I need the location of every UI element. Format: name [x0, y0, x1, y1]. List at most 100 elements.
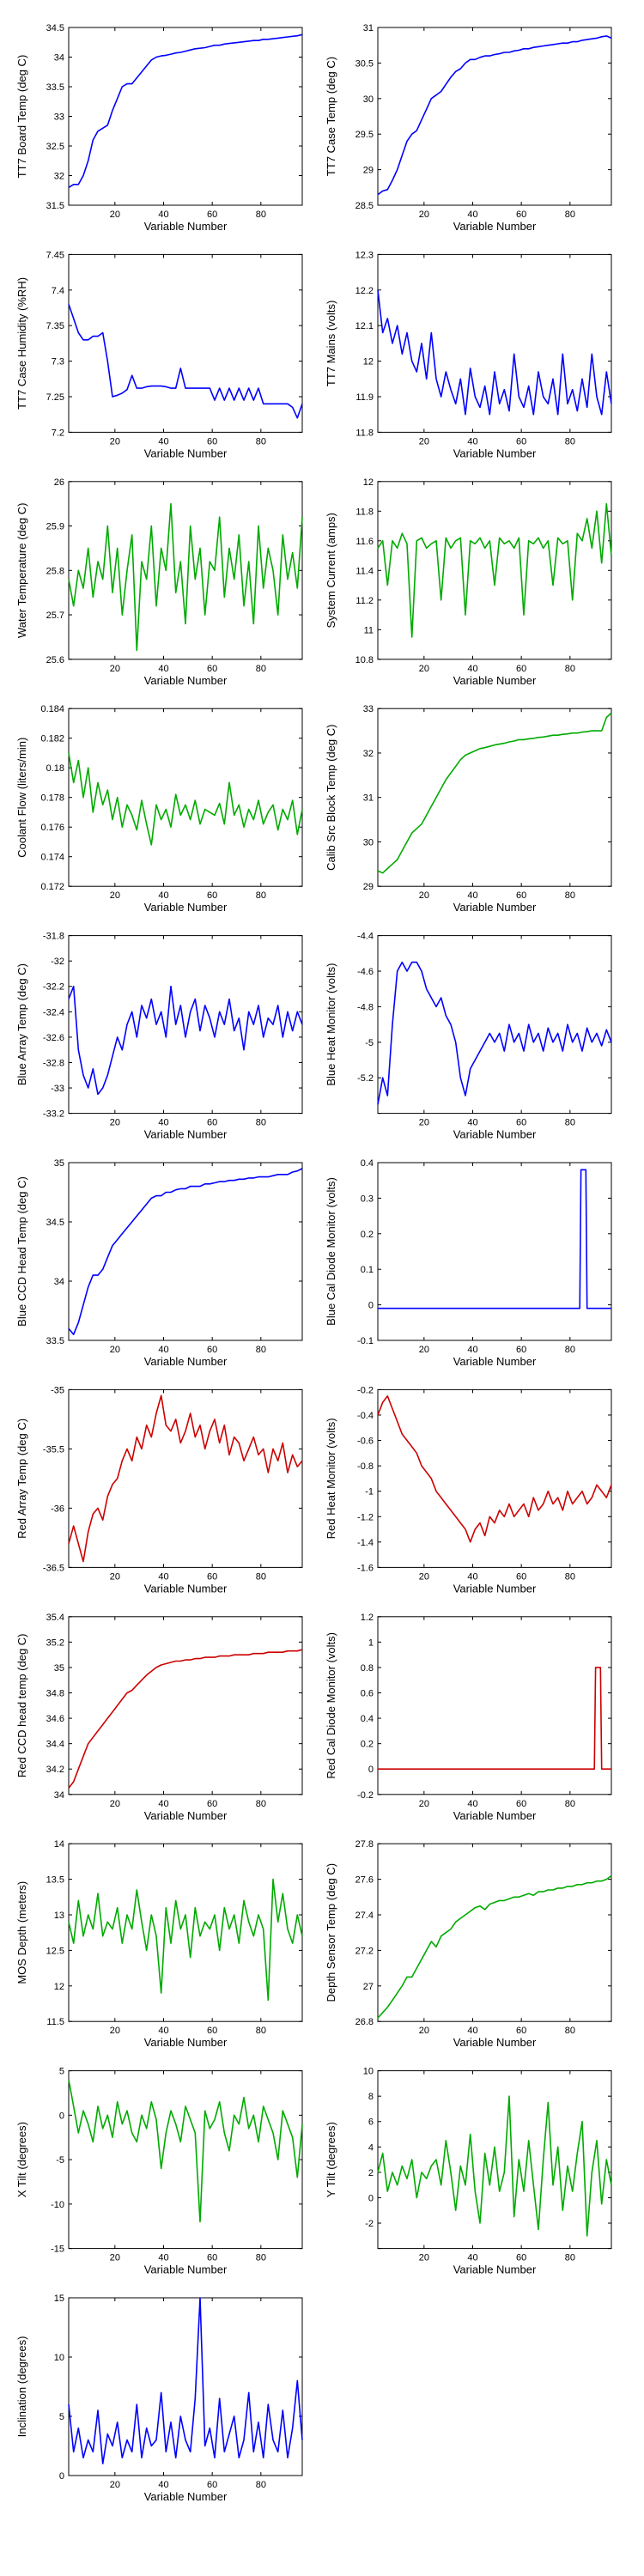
y-tick-label: 25.7 — [46, 611, 64, 621]
y-tick-label: -15 — [51, 2245, 64, 2255]
x-tick-label: 20 — [419, 2026, 429, 2036]
y-tick-label: -32.4 — [43, 1007, 64, 1018]
y-tick-label: 30.5 — [355, 58, 374, 69]
y-tick-label: 29 — [363, 166, 374, 176]
y-axis-label: Blue Heat Monitor (volts) — [325, 963, 337, 1086]
y-tick-label: 0.8 — [361, 1663, 374, 1674]
y-tick-label: 34 — [54, 53, 64, 64]
x-tick-label: 20 — [419, 210, 429, 220]
x-axis-label: Variable Number — [453, 1582, 537, 1595]
axes-box — [68, 935, 303, 1115]
axes-box — [377, 2070, 612, 2250]
y-tick-label: 0.2 — [361, 1740, 374, 1750]
y-tick-label: 26.8 — [355, 2017, 374, 2027]
y-tick-label: 29.5 — [355, 130, 374, 140]
y-tick-label: 15 — [54, 2293, 64, 2304]
x-tick-label: 60 — [207, 210, 217, 220]
y-tick-label: 0.2 — [361, 1230, 374, 1240]
y-tick-label: -0.1 — [357, 1336, 374, 1346]
series-line — [377, 1395, 612, 1543]
subplot-9: -33.2 -33 -32.8 -32.6 -32.4 -32.2 -32 -31.8 20 40… — [15, 932, 303, 1141]
y-tick-label: 0.18 — [46, 763, 64, 774]
subplot-4: 11.8 11.9 12 12.1 12.2 12.3 20 40 60 80 Variable N… — [325, 250, 612, 459]
series-line — [68, 2297, 303, 2464]
subplot-1: 31.5 32 32.5 33 33.5 34 34.5 20 40 60 80 Variable N… — [15, 23, 303, 233]
x-tick-label: 20 — [110, 1799, 120, 1809]
y-tick-label: 2 — [368, 2168, 374, 2178]
y-tick-label: 12.2 — [355, 286, 374, 296]
axes-box — [377, 253, 612, 433]
x-tick-label: 40 — [467, 1799, 477, 1809]
y-tick-label: 25.9 — [46, 522, 64, 532]
x-tick-label: 40 — [467, 2253, 477, 2263]
x-tick-label: 20 — [110, 436, 120, 447]
x-tick-label: 80 — [565, 890, 575, 901]
y-tick-label: 27.8 — [355, 1839, 374, 1850]
x-tick-label: 40 — [158, 664, 168, 674]
x-tick-label: 60 — [207, 2480, 217, 2490]
series-line — [68, 752, 303, 846]
y-tick-label: 10 — [54, 2353, 64, 2363]
x-tick-label: 40 — [467, 210, 477, 220]
y-tick-label: 0.1 — [361, 1265, 374, 1275]
axes-box — [68, 2297, 303, 2476]
x-tick-label: 20 — [419, 890, 429, 901]
x-tick-label: 80 — [565, 664, 575, 674]
x-tick-label: 80 — [565, 436, 575, 447]
y-tick-label: 11.8 — [355, 507, 374, 517]
x-tick-label: 40 — [467, 890, 477, 901]
y-tick-label: 27.4 — [355, 1911, 374, 1921]
x-tick-label: 20 — [110, 1571, 120, 1582]
y-tick-label: 8 — [368, 2092, 374, 2102]
x-axis-label: Variable Number — [144, 901, 228, 914]
y-tick-label: -4.6 — [357, 967, 374, 977]
series-line — [377, 502, 612, 638]
y-tick-label: 0.6 — [361, 1689, 374, 1699]
y-tick-label: -32.2 — [43, 982, 64, 993]
y-tick-label: 27.2 — [355, 1946, 374, 1956]
y-tick-label: -1 — [365, 1487, 374, 1498]
y-tick-label: 32.5 — [46, 142, 64, 152]
series-line — [68, 304, 303, 419]
x-axis-label: Variable Number — [144, 447, 228, 459]
y-tick-label: 27 — [363, 1982, 374, 1992]
x-tick-label: 40 — [158, 210, 168, 220]
y-tick-label: 35 — [54, 1663, 64, 1674]
y-axis-label: System Current (amps) — [325, 513, 337, 628]
y-tick-label: 33.5 — [46, 82, 64, 93]
y-tick-label: 35 — [54, 1158, 64, 1169]
axes-box — [377, 1843, 612, 2022]
axes-box — [377, 1616, 612, 1795]
x-tick-label: 20 — [110, 664, 120, 674]
y-tick-label: -2 — [365, 2219, 374, 2229]
x-axis-label: Variable Number — [144, 220, 228, 233]
x-tick-label: 20 — [110, 2253, 120, 2263]
y-tick-label: 10.8 — [355, 655, 374, 665]
x-tick-label: 20 — [419, 664, 429, 674]
y-tick-label: 0.172 — [40, 882, 64, 892]
x-tick-label: 80 — [256, 210, 266, 220]
axes-box — [68, 1388, 303, 1568]
x-axis-label: Variable Number — [144, 1128, 228, 1141]
y-tick-label: 28.5 — [355, 201, 374, 211]
y-tick-label: 0 — [368, 1765, 374, 1775]
y-tick-label: 29 — [363, 882, 374, 892]
y-tick-label: 11.4 — [355, 566, 374, 576]
x-tick-label: 60 — [516, 2026, 526, 2036]
x-tick-label: 80 — [565, 2026, 575, 2036]
x-tick-label: 20 — [419, 1118, 429, 1128]
y-tick-label: 12.1 — [355, 321, 374, 331]
y-tick-label: 5 — [59, 2412, 64, 2422]
subplot-13: -36.5 -36 -35.5 -35 20 40 60 80 Variable Number R… — [15, 1385, 303, 1595]
y-tick-label: 33.5 — [46, 1336, 64, 1346]
y-tick-label: -4.8 — [357, 1002, 374, 1012]
y-tick-label: 31.5 — [46, 201, 64, 211]
y-tick-label: -5 — [56, 2155, 64, 2166]
y-axis-label: Red CCD head temp (deg C) — [15, 1633, 28, 1777]
x-tick-label: 80 — [256, 1345, 266, 1355]
y-tick-label: 1.2 — [361, 1613, 374, 1623]
y-axis-label: X Tilt (degrees) — [15, 2122, 28, 2197]
y-tick-label: -5.2 — [357, 1073, 374, 1084]
y-tick-label: 34.5 — [46, 23, 64, 33]
